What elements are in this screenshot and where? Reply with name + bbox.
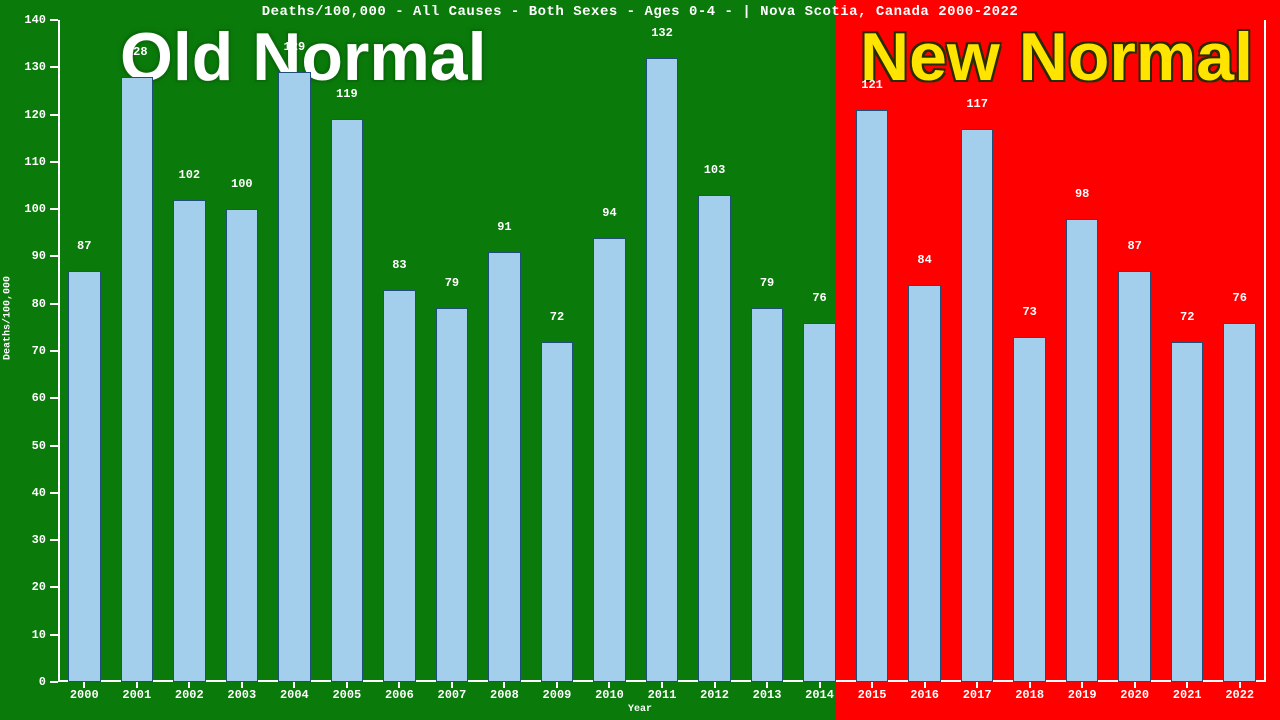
- x-tick-label: 2005: [332, 682, 361, 702]
- x-tick-label: 2003: [227, 682, 256, 702]
- bar: [803, 323, 836, 682]
- y-tick-label: 120: [24, 108, 58, 122]
- bar-value-label: 76: [812, 291, 826, 307]
- x-tick-label: 2020: [1120, 682, 1149, 702]
- x-tick-label: 2008: [490, 682, 519, 702]
- bar: [68, 271, 101, 682]
- x-tick-label: 2006: [385, 682, 414, 702]
- bar-value-label: 121: [861, 78, 883, 94]
- bar: [698, 195, 731, 682]
- bar-value-label: 87: [1127, 239, 1141, 255]
- y-tick-label: 70: [32, 344, 58, 358]
- bar: [331, 119, 364, 682]
- bar: [1171, 342, 1204, 682]
- bar: [541, 342, 574, 682]
- x-tick-label: 2017: [963, 682, 992, 702]
- bar: [121, 77, 154, 682]
- x-tick-label: 2022: [1225, 682, 1254, 702]
- y-tick-label: 110: [24, 155, 58, 169]
- bar: [751, 308, 784, 682]
- bar-value-label: 79: [760, 276, 774, 292]
- bar: [173, 200, 206, 682]
- x-tick-label: 2011: [648, 682, 677, 702]
- plot-area: 0102030405060708090100110120130140200087…: [58, 20, 1266, 682]
- x-tick-label: 2012: [700, 682, 729, 702]
- y-tick-label: 30: [32, 533, 58, 547]
- bar-value-label: 87: [77, 239, 91, 255]
- bar-value-label: 119: [336, 87, 358, 103]
- bar-value-label: 72: [1180, 310, 1194, 326]
- y-tick-label: 20: [32, 580, 58, 594]
- bar: [593, 238, 626, 682]
- bar: [1066, 219, 1099, 682]
- bar: [226, 209, 259, 682]
- bar-value-label: 73: [1022, 305, 1036, 321]
- y-axis-line-left: [58, 20, 60, 682]
- y-tick-label: 50: [32, 439, 58, 453]
- bar: [646, 58, 679, 682]
- x-tick-label: 2000: [70, 682, 99, 702]
- bar-value-label: 117: [966, 97, 988, 113]
- y-tick-label: 60: [32, 391, 58, 405]
- bar: [856, 110, 889, 682]
- x-tick-label: 2016: [910, 682, 939, 702]
- bar: [278, 72, 311, 682]
- bar-value-label: 83: [392, 258, 406, 274]
- x-tick-label: 2009: [543, 682, 572, 702]
- y-axis-title: Deaths/100,000: [3, 276, 14, 360]
- chart-title: Deaths/100,000 - All Causes - Both Sexes…: [0, 4, 1280, 20]
- y-axis-line-right: [1264, 20, 1266, 682]
- x-tick-label: 2019: [1068, 682, 1097, 702]
- y-tick-label: 80: [32, 297, 58, 311]
- bar-value-label: 102: [178, 168, 200, 184]
- y-tick-label: 40: [32, 486, 58, 500]
- y-tick-label: 130: [24, 60, 58, 74]
- bar-value-label: 76: [1233, 291, 1247, 307]
- bar: [908, 285, 941, 682]
- x-tick-label: 2013: [753, 682, 782, 702]
- bar-value-label: 100: [231, 177, 253, 193]
- x-tick-label: 2001: [122, 682, 151, 702]
- bar-value-label: 128: [126, 45, 148, 61]
- bar-value-label: 84: [917, 253, 931, 269]
- y-tick-label: 100: [24, 202, 58, 216]
- bar: [1118, 271, 1151, 682]
- x-tick-label: 2018: [1015, 682, 1044, 702]
- x-tick-label: 2002: [175, 682, 204, 702]
- x-axis-title: Year: [628, 704, 652, 715]
- bar-value-label: 72: [550, 310, 564, 326]
- x-tick-label: 2015: [858, 682, 887, 702]
- y-tick-label: 140: [24, 13, 58, 27]
- y-tick-label: 10: [32, 628, 58, 642]
- x-tick-label: 2007: [438, 682, 467, 702]
- bar: [436, 308, 469, 682]
- bar-value-label: 94: [602, 206, 616, 222]
- bar-value-label: 79: [445, 276, 459, 292]
- x-tick-label: 2014: [805, 682, 834, 702]
- y-tick-label: 90: [32, 249, 58, 263]
- bar-value-label: 98: [1075, 187, 1089, 203]
- bar: [383, 290, 416, 682]
- bar-value-label: 132: [651, 26, 673, 42]
- x-tick-label: 2004: [280, 682, 309, 702]
- bar: [1223, 323, 1256, 682]
- y-tick-label: 0: [39, 675, 58, 689]
- x-tick-label: 2021: [1173, 682, 1202, 702]
- bar: [1013, 337, 1046, 682]
- bar-value-label: 129: [284, 40, 306, 56]
- bar-value-label: 103: [704, 163, 726, 179]
- x-tick-label: 2010: [595, 682, 624, 702]
- bar: [961, 129, 994, 682]
- bar: [488, 252, 521, 682]
- bar-value-label: 91: [497, 220, 511, 236]
